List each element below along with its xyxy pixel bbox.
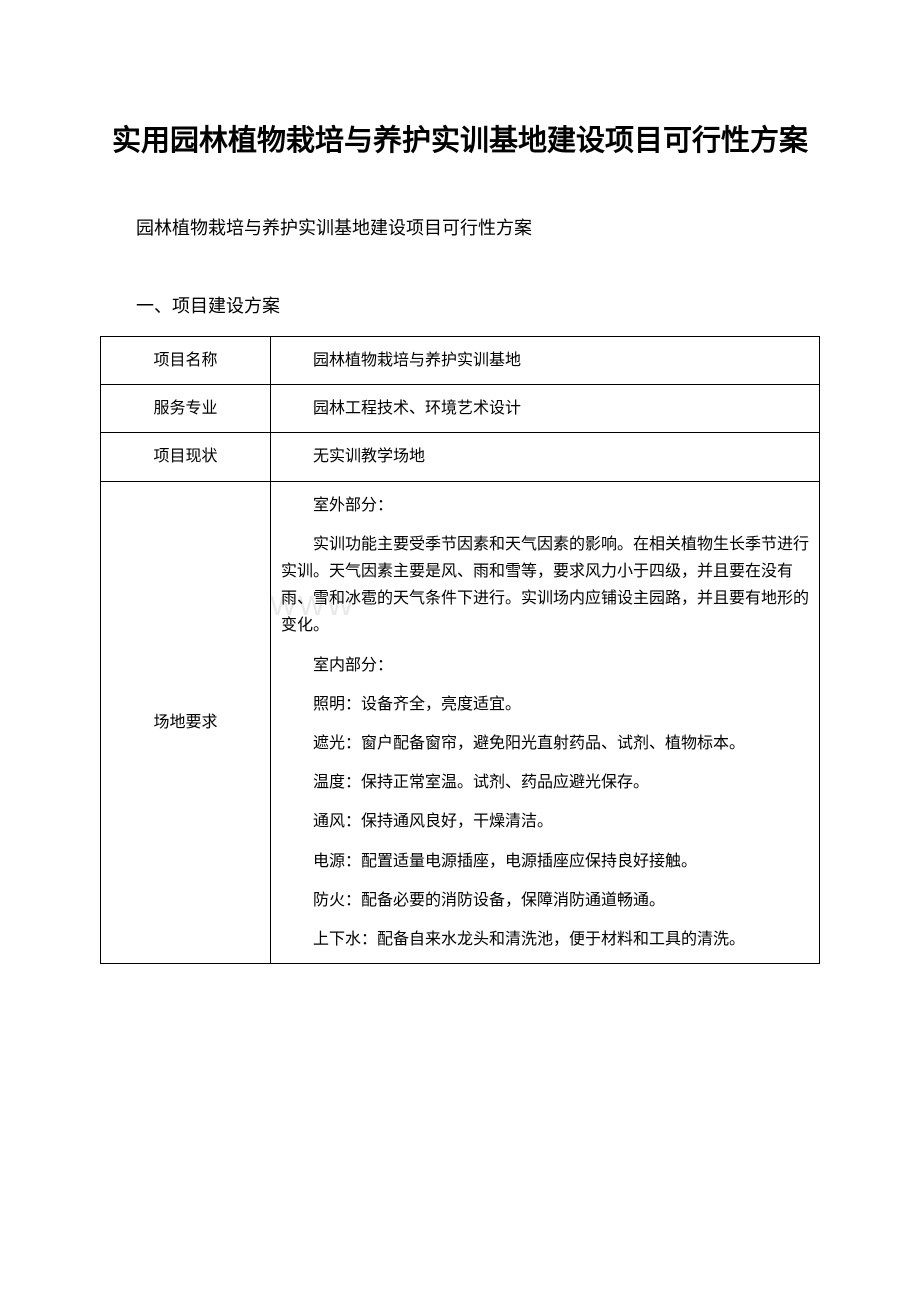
project-table: 项目名称 园林植物栽培与养护实训基地 服务专业 园林工程技术、环境艺术设计 项目…: [100, 336, 820, 964]
row-label: 项目现状: [101, 433, 271, 481]
content-text: 无实训教学场地: [281, 443, 809, 470]
row-content: 园林植物栽培与养护实训基地: [271, 337, 820, 385]
row-content: 室外部分： 实训功能主要受季节因素和天气因素的影响。在相关植物生长季节进行实训。…: [271, 481, 820, 963]
content-paragraph: 电源：配置适量电源插座，电源插座应保持良好接触。: [281, 848, 809, 875]
row-label: 服务专业: [101, 385, 271, 433]
table-row: 项目现状 无实训教学场地: [101, 433, 820, 481]
row-label: 场地要求: [101, 481, 271, 963]
row-label: 项目名称: [101, 337, 271, 385]
content-paragraph: 室内部分：: [281, 652, 809, 679]
document-subtitle: 园林植物栽培与养护实训基地建设项目可行性方案: [100, 214, 820, 243]
table-row: 服务专业 园林工程技术、环境艺术设计: [101, 385, 820, 433]
content-paragraph: 防火：配备必要的消防设备，保障消防通道畅通。: [281, 887, 809, 914]
row-content: 园林工程技术、环境艺术设计: [271, 385, 820, 433]
content-text: 园林工程技术、环境艺术设计: [281, 395, 809, 422]
content-paragraph: 遮光：窗户配备窗帘，避免阳光直射药品、试剂、植物标本。: [281, 730, 809, 757]
content-paragraph: 温度：保持正常室温。试剂、药品应避光保存。: [281, 769, 809, 796]
content-paragraph: 照明：设备齐全，亮度适宜。: [281, 691, 809, 718]
row-content: 无实训教学场地: [271, 433, 820, 481]
table-row: 场地要求 室外部分： 实训功能主要受季节因素和天气因素的影响。在相关植物生长季节…: [101, 481, 820, 963]
content-text: 园林植物栽培与养护实训基地: [281, 347, 809, 374]
content-paragraph: 室外部分：: [281, 492, 809, 519]
content-paragraph: 实训功能主要受季节因素和天气因素的影响。在相关植物生长季节进行实训。天气因素主要…: [281, 531, 809, 640]
content-paragraph: 上下水：配备自来水龙头和清洗池，便于材料和工具的清洗。: [281, 926, 809, 953]
document-title: 实用园林植物栽培与养护实训基地建设项目可行性方案: [100, 120, 820, 164]
content-paragraph: 通风：保持通风良好，干燥清洁。: [281, 808, 809, 835]
table-row: 项目名称 园林植物栽培与养护实训基地: [101, 337, 820, 385]
section-heading: 一、项目建设方案: [100, 292, 820, 321]
